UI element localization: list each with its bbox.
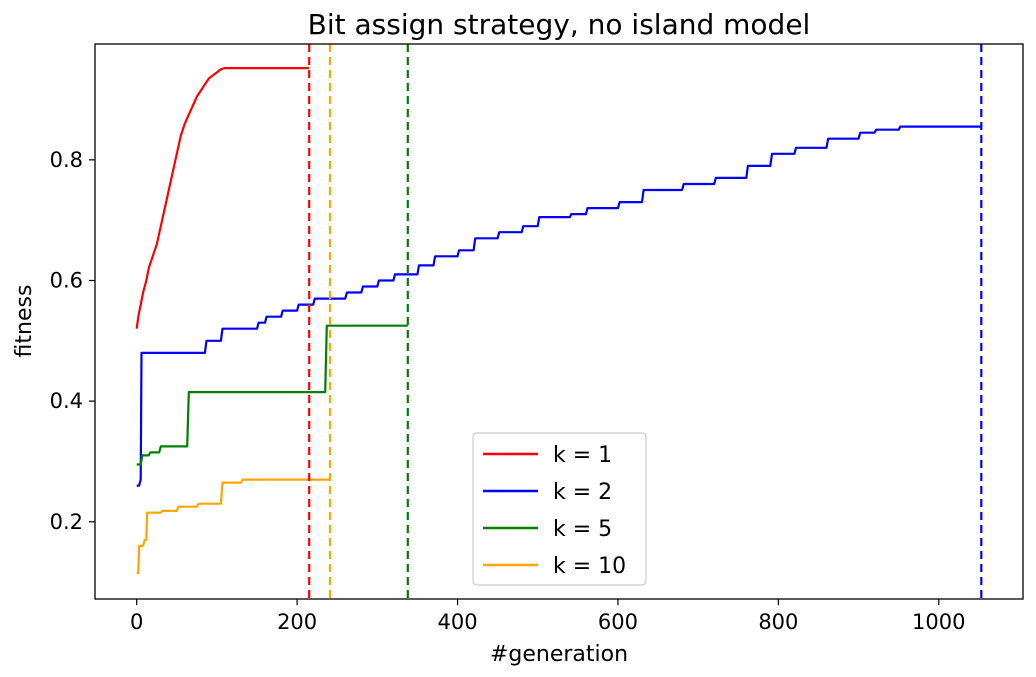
- end-lines-layer: [308, 44, 983, 599]
- chart-title: Bit assign strategy, no island model: [308, 8, 811, 41]
- series-line-4: [136, 478, 330, 575]
- legend-label-2: k = 2: [553, 480, 612, 505]
- legend-box: [472, 432, 647, 586]
- y-tick-label: 0.4: [50, 389, 83, 413]
- x-tick-label: 200: [277, 610, 317, 634]
- y-axis-label: fitness: [12, 285, 37, 358]
- series-layer: [135, 67, 982, 575]
- x-tick-label: 800: [758, 610, 798, 634]
- legend-label-3: k = 5: [553, 517, 612, 542]
- series-line-3: [136, 324, 408, 466]
- x-tick-label: 600: [598, 610, 638, 634]
- y-tick-label: 0.6: [50, 268, 83, 292]
- x-axis-ticks: 0 200 400 600 800 1000: [130, 599, 966, 634]
- y-tick-label: 0.8: [50, 148, 83, 172]
- legend-label-4: k = 10: [553, 554, 626, 579]
- legend: k = 1 k = 2 k = 5 k = 10: [472, 432, 647, 586]
- plot-area: [135, 44, 983, 599]
- x-tick-label: 0: [130, 610, 143, 634]
- y-axis-ticks: 0.2 0.4 0.6 0.8: [50, 148, 95, 534]
- x-tick-label: 1000: [912, 610, 965, 634]
- y-tick-label: 0.2: [50, 510, 83, 534]
- series-line-2: [136, 125, 982, 487]
- legend-label-1: k = 1: [553, 443, 612, 468]
- x-axis-label: #generation: [490, 642, 628, 667]
- x-tick-label: 400: [437, 610, 477, 634]
- series-line-1: [135, 67, 310, 329]
- axes-frame: [94, 43, 1024, 600]
